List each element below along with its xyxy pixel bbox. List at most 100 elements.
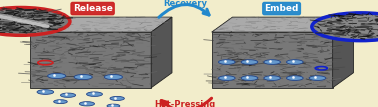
Circle shape — [17, 12, 20, 13]
Text: Release: Release — [73, 4, 113, 13]
Circle shape — [341, 16, 344, 17]
Circle shape — [49, 16, 53, 17]
Circle shape — [42, 23, 44, 24]
Circle shape — [30, 27, 35, 28]
Circle shape — [351, 34, 354, 35]
Polygon shape — [212, 32, 333, 88]
Circle shape — [0, 13, 2, 14]
Circle shape — [309, 76, 326, 80]
Circle shape — [347, 18, 349, 19]
Circle shape — [53, 18, 58, 19]
Circle shape — [17, 23, 21, 24]
Circle shape — [15, 25, 19, 26]
Circle shape — [341, 32, 345, 33]
Circle shape — [43, 25, 49, 26]
Circle shape — [9, 32, 13, 33]
Circle shape — [264, 60, 280, 64]
Circle shape — [18, 14, 21, 15]
Circle shape — [13, 24, 15, 25]
Circle shape — [6, 27, 9, 28]
Circle shape — [60, 93, 76, 97]
Circle shape — [48, 73, 66, 79]
Circle shape — [333, 33, 335, 34]
Circle shape — [348, 35, 350, 36]
Circle shape — [0, 27, 2, 28]
Circle shape — [241, 76, 258, 80]
Circle shape — [12, 30, 16, 31]
Circle shape — [107, 104, 120, 107]
Circle shape — [52, 25, 56, 26]
Circle shape — [336, 29, 340, 31]
Circle shape — [50, 22, 55, 23]
Circle shape — [241, 60, 258, 64]
Circle shape — [27, 13, 31, 15]
Circle shape — [104, 74, 122, 80]
Circle shape — [5, 24, 8, 25]
Circle shape — [52, 15, 56, 16]
Polygon shape — [151, 17, 172, 88]
Circle shape — [33, 23, 38, 24]
Circle shape — [48, 22, 50, 23]
Circle shape — [9, 22, 14, 23]
Circle shape — [336, 19, 341, 20]
Circle shape — [30, 22, 33, 23]
Circle shape — [375, 19, 378, 21]
Circle shape — [15, 18, 17, 19]
Circle shape — [79, 102, 94, 106]
Circle shape — [54, 22, 58, 24]
Circle shape — [287, 76, 303, 80]
Circle shape — [48, 28, 51, 29]
Circle shape — [21, 20, 25, 21]
Circle shape — [0, 7, 70, 35]
Circle shape — [19, 10, 22, 11]
Circle shape — [312, 13, 378, 41]
Polygon shape — [333, 17, 353, 88]
Text: Hot-Pressing: Hot-Pressing — [155, 100, 216, 107]
Circle shape — [22, 16, 27, 17]
Circle shape — [27, 21, 31, 22]
Circle shape — [369, 31, 372, 32]
Circle shape — [74, 74, 92, 80]
Circle shape — [87, 92, 102, 96]
Circle shape — [50, 19, 54, 21]
Circle shape — [49, 16, 52, 17]
Circle shape — [349, 27, 353, 28]
Circle shape — [370, 33, 375, 34]
Circle shape — [12, 24, 14, 25]
Circle shape — [0, 13, 4, 15]
Circle shape — [37, 90, 54, 94]
Circle shape — [352, 17, 357, 19]
Circle shape — [338, 23, 341, 24]
Circle shape — [337, 20, 342, 21]
Circle shape — [1, 17, 5, 18]
Circle shape — [0, 15, 3, 17]
Circle shape — [110, 96, 124, 100]
Circle shape — [0, 30, 2, 31]
Circle shape — [28, 16, 30, 17]
Text: Recovery: Recovery — [163, 0, 207, 8]
Circle shape — [50, 20, 54, 22]
Circle shape — [37, 31, 40, 32]
Circle shape — [31, 15, 34, 16]
Circle shape — [361, 23, 365, 25]
Polygon shape — [30, 32, 151, 88]
Circle shape — [218, 60, 235, 64]
Polygon shape — [212, 17, 353, 32]
Circle shape — [367, 35, 369, 36]
Circle shape — [287, 60, 303, 64]
Circle shape — [28, 13, 33, 14]
Circle shape — [218, 76, 235, 80]
Circle shape — [366, 36, 369, 37]
Circle shape — [0, 27, 2, 28]
Circle shape — [54, 100, 67, 104]
Circle shape — [38, 15, 43, 16]
Circle shape — [15, 30, 19, 31]
Circle shape — [355, 32, 360, 33]
Circle shape — [264, 76, 280, 80]
Circle shape — [13, 17, 17, 18]
Circle shape — [2, 29, 6, 30]
Circle shape — [20, 11, 22, 12]
Circle shape — [377, 24, 378, 25]
Circle shape — [342, 18, 346, 19]
Circle shape — [15, 13, 18, 14]
